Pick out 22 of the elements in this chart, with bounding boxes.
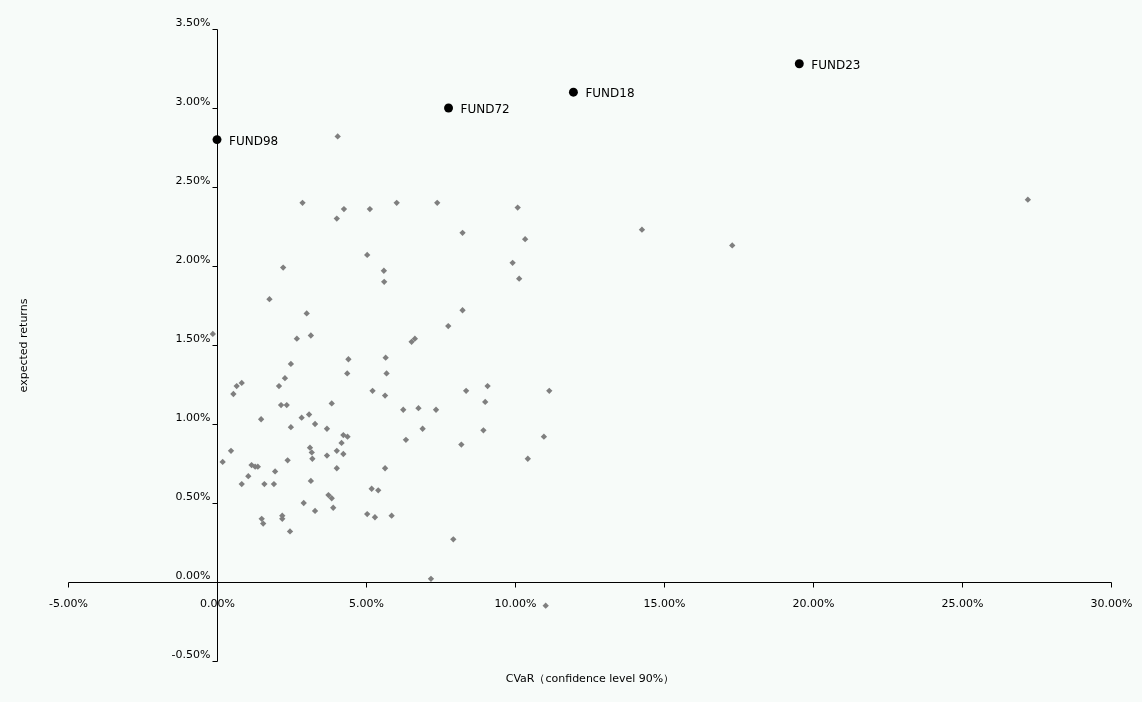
y-tick-label: 2.50% [175,173,211,187]
x-tick-label: 30.00% [1090,596,1133,610]
y-tick-label: 2.00% [175,252,211,266]
x-tick-label: 20.00% [792,596,835,610]
y-tick-label: 1.50% [175,331,211,345]
y-tick-label: 3.00% [175,94,211,108]
y-tick-label: 0.00% [175,568,211,582]
x-tick-label: 15.00% [643,596,686,610]
x-tick-label: 10.00% [494,596,537,610]
data-label: FUND72 [460,102,510,116]
data-label: FUND23 [811,57,861,72]
y-tick-label: 0.50% [175,489,211,503]
y-tick-label: 1.00% [175,410,211,424]
x-axis-title: CVaR（confidence level 90%） [505,671,675,685]
x-tick-label: 25.00% [941,596,984,610]
data-label: FUND18 [585,86,635,101]
data-label: FUND98 [229,133,279,148]
y-tick-label: -0.50% [171,647,211,661]
x-tick-label: -5.00% [49,596,88,610]
y-tick-label: 3.50% [175,15,211,29]
y-axis-title: expected returns [16,298,30,393]
x-tick-label: 5.00% [349,596,384,610]
